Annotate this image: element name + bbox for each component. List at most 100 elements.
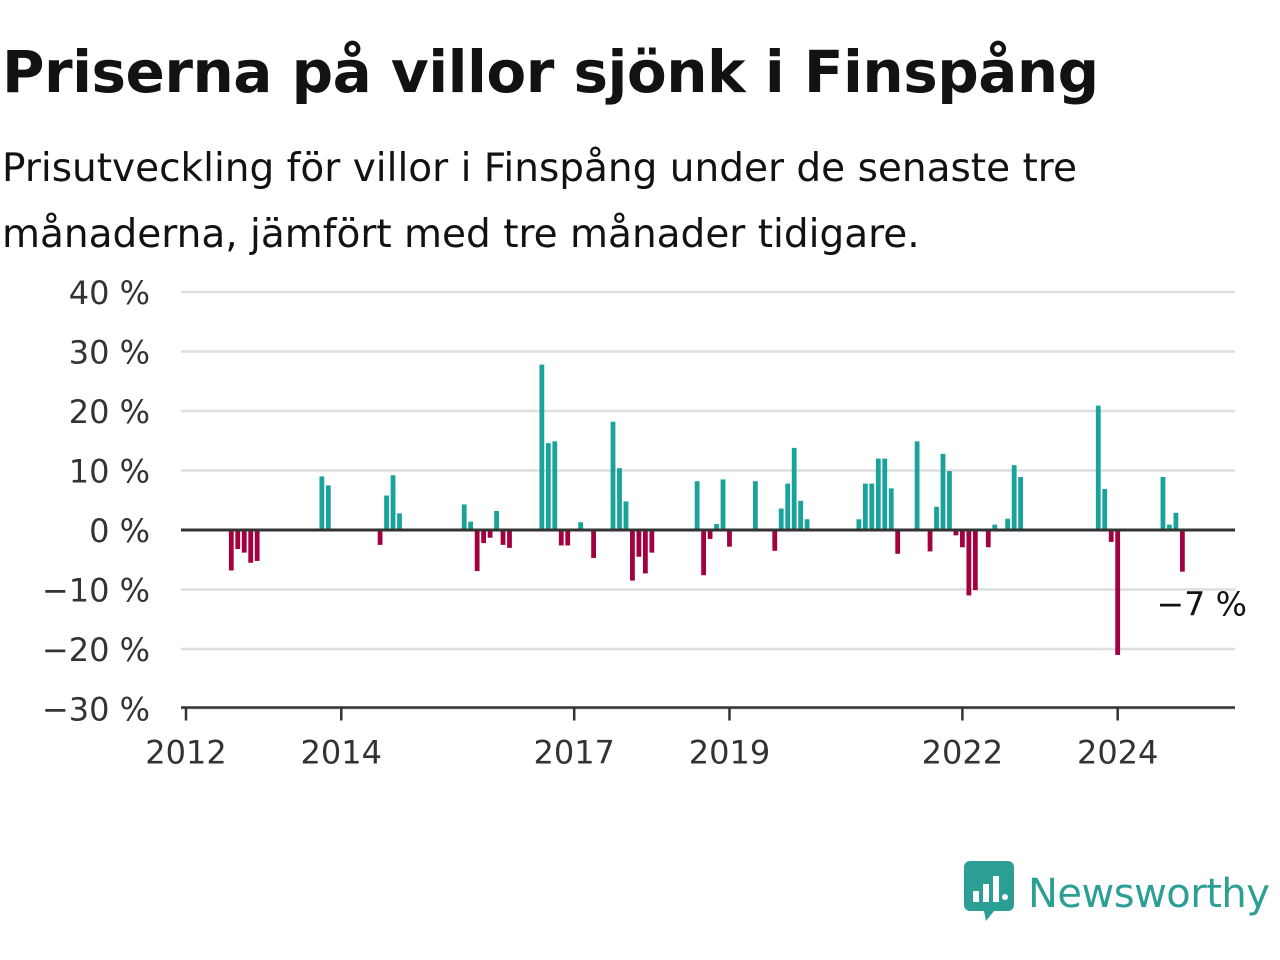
chart-subtitle: Prisutveckling för villor i Finspång und… xyxy=(2,146,1077,257)
bar-negative xyxy=(558,530,564,546)
bar-negative xyxy=(927,530,933,552)
y-tick-label: 30 % xyxy=(69,334,150,372)
bar-negative xyxy=(972,530,978,591)
bar-positive xyxy=(1018,477,1024,530)
bar-negative xyxy=(500,530,506,545)
bar-negative xyxy=(953,530,959,536)
gridlines xyxy=(181,290,1235,710)
bar-positive xyxy=(552,441,558,530)
bar-positive xyxy=(1102,488,1108,530)
bar-positive xyxy=(539,364,545,530)
bars xyxy=(228,364,1185,655)
bar-positive xyxy=(1167,524,1172,530)
bar-positive xyxy=(461,504,467,530)
bar-negative xyxy=(636,530,642,557)
bar-positive xyxy=(545,443,551,530)
bar-positive xyxy=(468,521,474,530)
x-tick-label: 2012 xyxy=(145,734,226,772)
x-tick-label: 2017 xyxy=(533,734,614,772)
y-tick-label: 20 % xyxy=(69,393,150,431)
bar-positive xyxy=(319,476,325,530)
bar-negative xyxy=(707,530,713,539)
y-tick-label: 0 % xyxy=(89,512,150,550)
bar-negative xyxy=(507,530,512,548)
x-tick-label: 2014 xyxy=(301,734,382,772)
bar-negative xyxy=(241,530,247,553)
bar-negative xyxy=(1179,530,1185,572)
bar-chart-speech-bubble-icon xyxy=(964,861,1014,927)
bar-positive xyxy=(694,481,700,530)
bar-positive xyxy=(882,458,888,530)
bar-positive xyxy=(856,519,862,530)
bar-positive xyxy=(947,471,952,530)
bar-negative xyxy=(248,530,254,563)
bar-positive xyxy=(494,510,499,530)
bar-negative xyxy=(630,530,635,581)
bar-positive xyxy=(752,481,758,530)
bar-negative xyxy=(254,530,260,561)
bar-positive xyxy=(1005,518,1011,530)
bar-positive xyxy=(785,483,791,530)
bar-positive xyxy=(617,468,622,530)
bar-negative xyxy=(1108,530,1114,542)
bar-positive xyxy=(397,513,402,530)
bar-positive xyxy=(610,421,616,530)
bar-negative xyxy=(1115,530,1121,655)
bar-negative xyxy=(966,530,972,596)
bar-negative xyxy=(377,530,383,545)
axes xyxy=(181,528,1235,721)
chart-title: Priserna på villor sjönk i Finspång xyxy=(2,38,1099,106)
brand-name: Newsworthy xyxy=(1028,871,1270,917)
bar-negative xyxy=(649,530,655,553)
bar-negative xyxy=(228,530,234,571)
bar-positive xyxy=(798,500,804,530)
bar-positive xyxy=(862,483,868,530)
bar-positive xyxy=(384,495,389,530)
bar-negative xyxy=(727,530,732,547)
bar-negative xyxy=(642,530,648,574)
bar-positive xyxy=(623,501,629,530)
bar-positive xyxy=(1095,405,1101,530)
bar-positive xyxy=(578,522,584,530)
x-tick-label: 2024 xyxy=(1077,734,1158,772)
bar-positive xyxy=(940,453,946,530)
bar-positive xyxy=(804,519,810,530)
bar-positive xyxy=(714,524,719,530)
x-axis-labels: 2012 2014 2017 2019 2022 2024 xyxy=(145,734,1158,772)
bar-positive xyxy=(934,506,939,530)
bar-negative xyxy=(591,530,597,558)
bar-positive xyxy=(1011,465,1017,530)
bar-negative xyxy=(481,530,487,544)
bar-positive xyxy=(791,447,797,530)
newsworthy-logo[interactable]: Newsworthy xyxy=(964,861,1270,927)
bar-positive xyxy=(869,483,875,530)
y-tick-label: −30 % xyxy=(42,691,150,729)
x-tick-label: 2019 xyxy=(689,734,770,772)
bar-negative xyxy=(960,530,965,548)
bar-positive xyxy=(720,479,726,530)
bar-positive xyxy=(875,458,881,530)
bar-negative xyxy=(895,530,901,554)
bar-positive xyxy=(778,508,784,530)
x-tick-label: 2022 xyxy=(922,734,1003,772)
y-tick-label: −10 % xyxy=(42,572,150,610)
bar-negative xyxy=(565,530,571,546)
bar-positive xyxy=(1160,477,1166,530)
bar-positive xyxy=(914,441,920,530)
bar-negative xyxy=(701,530,706,576)
y-tick-label: 40 % xyxy=(69,274,150,312)
bar-negative xyxy=(235,530,241,550)
bar-negative xyxy=(985,530,991,548)
bar-positive xyxy=(1173,512,1179,530)
y-axis-labels: 40 % 30 % 20 % 10 % 0 % −10 % −20 % −30 % xyxy=(42,274,150,729)
bar-negative xyxy=(487,530,493,538)
bar-negative xyxy=(772,530,778,551)
bar-positive xyxy=(888,488,894,530)
y-tick-label: −20 % xyxy=(42,631,150,669)
bar-positive xyxy=(390,475,396,530)
bar-negative xyxy=(474,530,480,572)
bar-positive xyxy=(992,524,998,530)
last-value-label: −7 % xyxy=(1157,585,1248,624)
bar-positive xyxy=(325,485,331,531)
